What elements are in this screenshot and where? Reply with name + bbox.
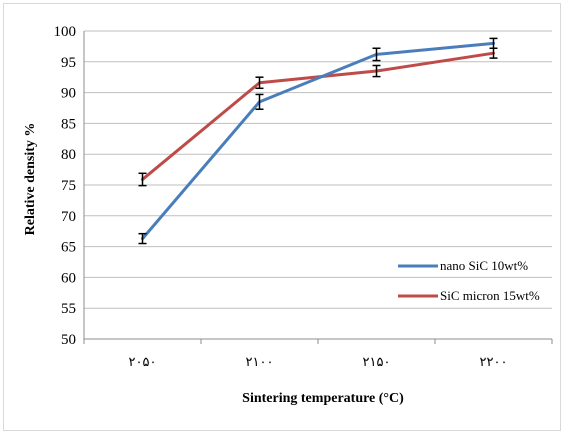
- label-layer: 50 55 60 65 70 75 80 85 90 95 100 ۲۰۵۰ ۲۱۰۰ ۲۱۵۰ ۲۲۰۰: [54, 24, 508, 369]
- series-line: [141, 41, 495, 241]
- x-axis-title: Sintering temperature (°C): [242, 391, 404, 406]
- y-tick-label: 70: [61, 209, 76, 225]
- y-axis-title: Relative density %: [23, 123, 38, 236]
- axis-layer: [83, 31, 553, 344]
- x-tick-label: ۲۲۰۰: [480, 354, 508, 369]
- y-tick-label: 65: [61, 240, 76, 256]
- x-tick-label: ۲۱۰۰: [246, 354, 274, 369]
- y-tick-label: 90: [61, 86, 76, 102]
- y-tick-label: 75: [61, 178, 76, 194]
- y-tick-label: 60: [61, 270, 76, 286]
- series-layer: [138, 37, 498, 245]
- legend: nano SiC 10wt% SiC micron 15wt%: [398, 258, 540, 303]
- y-tick-label: 100: [54, 24, 77, 40]
- legend-label-sic-micron: SiC micron 15wt%: [440, 288, 540, 303]
- y-tick-label: 50: [61, 332, 76, 348]
- legend-label-nano-sic: nano SiC 10wt%: [440, 258, 528, 273]
- y-tick-label: 85: [61, 116, 76, 132]
- x-tick-label: ۲۰۵۰: [129, 354, 157, 369]
- x-tick-label: ۲۱۵۰: [363, 354, 391, 369]
- series-line: [141, 51, 495, 181]
- chart-frame: 50 55 60 65 70 75 80 85 90 95 100 ۲۰۵۰ ۲۱۰۰ ۲۱۵۰ ۲۲۰۰ …: [3, 3, 561, 431]
- y-tick-label: 95: [61, 55, 76, 71]
- y-tick-label: 80: [61, 147, 76, 163]
- y-tick-label: 55: [61, 301, 76, 317]
